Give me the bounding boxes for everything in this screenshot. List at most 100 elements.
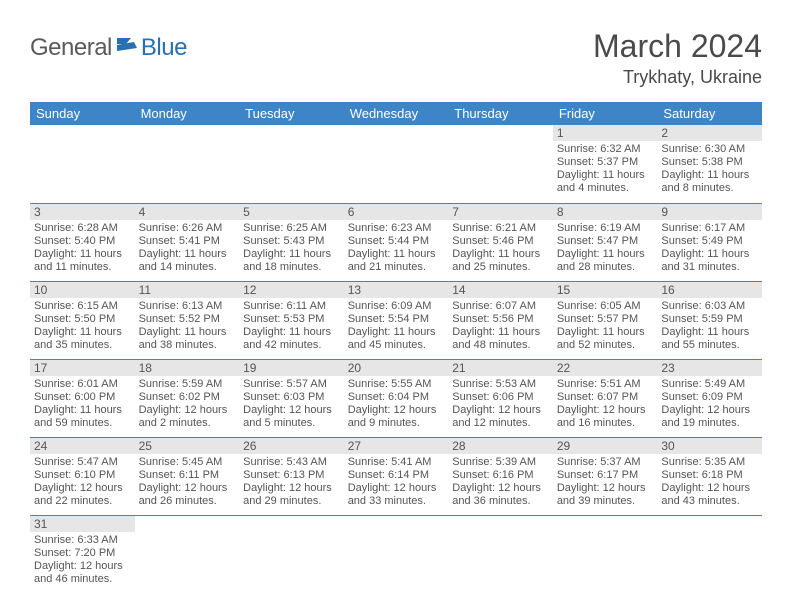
calendar-cell: 1Sunrise: 6:32 AMSunset: 5:37 PMDaylight… <box>553 125 658 203</box>
sunset-line: Sunset: 5:52 PM <box>139 313 236 326</box>
day-number: 25 <box>135 438 240 454</box>
weekday-header: Wednesday <box>344 102 449 125</box>
sunset-line: Sunset: 6:13 PM <box>243 469 340 482</box>
day-content: Sunrise: 5:41 AMSunset: 6:14 PMDaylight:… <box>344 454 449 512</box>
sunset-line: Sunset: 5:53 PM <box>243 313 340 326</box>
sunset-line: Sunset: 6:03 PM <box>243 391 340 404</box>
sunrise-line: Sunrise: 6:28 AM <box>34 222 131 235</box>
calendar-cell: 25Sunrise: 5:45 AMSunset: 6:11 PMDayligh… <box>135 437 240 515</box>
calendar-cell: 4Sunrise: 6:26 AMSunset: 5:41 PMDaylight… <box>135 203 240 281</box>
day-number: 2 <box>657 125 762 141</box>
day-number: 13 <box>344 282 449 298</box>
daylight-line: Daylight: 11 hours and 25 minutes. <box>452 248 549 274</box>
sunrise-line: Sunrise: 6:33 AM <box>34 534 131 547</box>
day-content: Sunrise: 5:55 AMSunset: 6:04 PMDaylight:… <box>344 376 449 434</box>
daylight-line: Daylight: 12 hours and 43 minutes. <box>661 482 758 508</box>
daylight-line: Daylight: 11 hours and 21 minutes. <box>348 248 445 274</box>
daylight-line: Daylight: 11 hours and 8 minutes. <box>661 169 758 195</box>
day-number: 14 <box>448 282 553 298</box>
calendar-week: 24Sunrise: 5:47 AMSunset: 6:10 PMDayligh… <box>30 437 762 515</box>
daylight-line: Daylight: 12 hours and 46 minutes. <box>34 560 131 586</box>
day-content: Sunrise: 6:23 AMSunset: 5:44 PMDaylight:… <box>344 220 449 278</box>
calendar-cell <box>657 515 762 593</box>
day-content: Sunrise: 6:32 AMSunset: 5:37 PMDaylight:… <box>553 141 658 199</box>
calendar-cell: 16Sunrise: 6:03 AMSunset: 5:59 PMDayligh… <box>657 281 762 359</box>
calendar-cell: 27Sunrise: 5:41 AMSunset: 6:14 PMDayligh… <box>344 437 449 515</box>
day-content: Sunrise: 6:33 AMSunset: 7:20 PMDaylight:… <box>30 532 135 590</box>
sunset-line: Sunset: 5:59 PM <box>661 313 758 326</box>
calendar-cell: 5Sunrise: 6:25 AMSunset: 5:43 PMDaylight… <box>239 203 344 281</box>
day-content: Sunrise: 5:37 AMSunset: 6:17 PMDaylight:… <box>553 454 658 512</box>
sunset-line: Sunset: 5:50 PM <box>34 313 131 326</box>
sunrise-line: Sunrise: 6:26 AM <box>139 222 236 235</box>
sunset-line: Sunset: 6:02 PM <box>139 391 236 404</box>
sunset-line: Sunset: 5:40 PM <box>34 235 131 248</box>
day-content: Sunrise: 5:57 AMSunset: 6:03 PMDaylight:… <box>239 376 344 434</box>
calendar-cell: 19Sunrise: 5:57 AMSunset: 6:03 PMDayligh… <box>239 359 344 437</box>
daylight-line: Daylight: 11 hours and 11 minutes. <box>34 248 131 274</box>
daylight-line: Daylight: 11 hours and 31 minutes. <box>661 248 758 274</box>
calendar-cell: 30Sunrise: 5:35 AMSunset: 6:18 PMDayligh… <box>657 437 762 515</box>
calendar-week: 10Sunrise: 6:15 AMSunset: 5:50 PMDayligh… <box>30 281 762 359</box>
daylight-line: Daylight: 12 hours and 5 minutes. <box>243 404 340 430</box>
sunrise-line: Sunrise: 6:32 AM <box>557 143 654 156</box>
daylight-line: Daylight: 11 hours and 35 minutes. <box>34 326 131 352</box>
daylight-line: Daylight: 12 hours and 16 minutes. <box>557 404 654 430</box>
daylight-line: Daylight: 12 hours and 33 minutes. <box>348 482 445 508</box>
day-number: 21 <box>448 360 553 376</box>
day-number: 5 <box>239 204 344 220</box>
sunrise-line: Sunrise: 5:55 AM <box>348 378 445 391</box>
daylight-line: Daylight: 11 hours and 52 minutes. <box>557 326 654 352</box>
day-content: Sunrise: 6:26 AMSunset: 5:41 PMDaylight:… <box>135 220 240 278</box>
calendar-week: 1Sunrise: 6:32 AMSunset: 5:37 PMDaylight… <box>30 125 762 203</box>
sunrise-line: Sunrise: 6:01 AM <box>34 378 131 391</box>
sunset-line: Sunset: 6:04 PM <box>348 391 445 404</box>
calendar-cell <box>344 125 449 203</box>
daylight-line: Daylight: 11 hours and 42 minutes. <box>243 326 340 352</box>
day-content: Sunrise: 5:47 AMSunset: 6:10 PMDaylight:… <box>30 454 135 512</box>
day-content: Sunrise: 6:15 AMSunset: 5:50 PMDaylight:… <box>30 298 135 356</box>
day-content: Sunrise: 6:07 AMSunset: 5:56 PMDaylight:… <box>448 298 553 356</box>
calendar-cell: 21Sunrise: 5:53 AMSunset: 6:06 PMDayligh… <box>448 359 553 437</box>
brand-part2: Blue <box>141 34 187 62</box>
calendar-cell <box>448 125 553 203</box>
calendar-week: 3Sunrise: 6:28 AMSunset: 5:40 PMDaylight… <box>30 203 762 281</box>
sunset-line: Sunset: 5:49 PM <box>661 235 758 248</box>
sunrise-line: Sunrise: 6:05 AM <box>557 300 654 313</box>
calendar-cell: 29Sunrise: 5:37 AMSunset: 6:17 PMDayligh… <box>553 437 658 515</box>
sunset-line: Sunset: 6:14 PM <box>348 469 445 482</box>
sunrise-line: Sunrise: 5:49 AM <box>661 378 758 391</box>
sunrise-line: Sunrise: 5:43 AM <box>243 456 340 469</box>
sunset-line: Sunset: 5:57 PM <box>557 313 654 326</box>
day-number: 23 <box>657 360 762 376</box>
day-content: Sunrise: 5:39 AMSunset: 6:16 PMDaylight:… <box>448 454 553 512</box>
day-content: Sunrise: 6:01 AMSunset: 6:00 PMDaylight:… <box>30 376 135 434</box>
daylight-line: Daylight: 12 hours and 29 minutes. <box>243 482 340 508</box>
sunset-line: Sunset: 6:06 PM <box>452 391 549 404</box>
weekday-header: Sunday <box>30 102 135 125</box>
day-content: Sunrise: 5:35 AMSunset: 6:18 PMDaylight:… <box>657 454 762 512</box>
day-number: 16 <box>657 282 762 298</box>
sunrise-line: Sunrise: 6:11 AM <box>243 300 340 313</box>
calendar-cell: 13Sunrise: 6:09 AMSunset: 5:54 PMDayligh… <box>344 281 449 359</box>
sunrise-line: Sunrise: 6:07 AM <box>452 300 549 313</box>
day-content: Sunrise: 5:45 AMSunset: 6:11 PMDaylight:… <box>135 454 240 512</box>
day-content: Sunrise: 6:13 AMSunset: 5:52 PMDaylight:… <box>135 298 240 356</box>
day-content: Sunrise: 5:59 AMSunset: 6:02 PMDaylight:… <box>135 376 240 434</box>
daylight-line: Daylight: 12 hours and 19 minutes. <box>661 404 758 430</box>
daylight-line: Daylight: 12 hours and 22 minutes. <box>34 482 131 508</box>
day-number: 29 <box>553 438 658 454</box>
calendar-cell: 31Sunrise: 6:33 AMSunset: 7:20 PMDayligh… <box>30 515 135 593</box>
sunset-line: Sunset: 5:44 PM <box>348 235 445 248</box>
weekday-header: Monday <box>135 102 240 125</box>
calendar-cell <box>448 515 553 593</box>
daylight-line: Daylight: 12 hours and 26 minutes. <box>139 482 236 508</box>
day-number: 22 <box>553 360 658 376</box>
daylight-line: Daylight: 11 hours and 48 minutes. <box>452 326 549 352</box>
sunrise-line: Sunrise: 5:39 AM <box>452 456 549 469</box>
day-content: Sunrise: 6:28 AMSunset: 5:40 PMDaylight:… <box>30 220 135 278</box>
sunset-line: Sunset: 6:00 PM <box>34 391 131 404</box>
day-number: 17 <box>30 360 135 376</box>
weekday-header: Saturday <box>657 102 762 125</box>
sunrise-line: Sunrise: 5:47 AM <box>34 456 131 469</box>
